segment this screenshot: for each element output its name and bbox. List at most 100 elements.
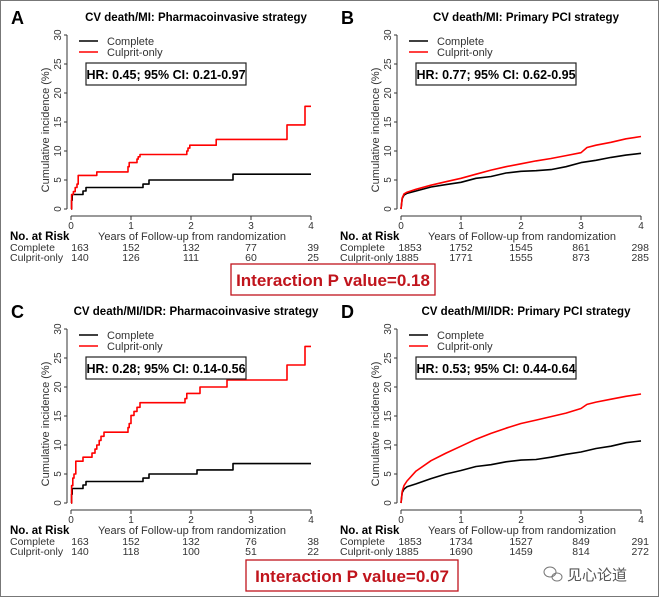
at-risk-value: 1752	[449, 242, 473, 254]
y-tick-label: 10	[383, 145, 394, 157]
at-risk-value: 1459	[509, 546, 533, 558]
at-risk-value: 51	[245, 546, 257, 558]
at-risk-value: 118	[123, 546, 140, 558]
at-risk-value: 1771	[449, 252, 473, 264]
series-line-culprit-only	[70, 345, 311, 504]
y-tick-label: 10	[53, 145, 64, 157]
at-risk-value: 1885	[395, 546, 419, 558]
at-risk-row-label: Complete	[10, 536, 55, 548]
at-risk-value: 100	[182, 546, 200, 558]
series-line-culprit-only	[400, 393, 642, 504]
y-tick-label: 15	[383, 410, 394, 422]
at-risk-header: No. at Risk	[340, 231, 400, 243]
hr-box	[85, 356, 247, 380]
at-risk-value: 25	[307, 252, 319, 264]
watermark: 见心论道	[543, 566, 627, 584]
at-risk-value: 861	[572, 242, 590, 254]
x-tick-label: 1	[458, 221, 464, 232]
x-axis-label: Years of Follow-up from randomization	[428, 525, 616, 537]
at-risk-row-label: Culprit-only	[340, 546, 394, 558]
interaction-p-value-1: Interaction P value=0.18	[236, 271, 430, 290]
at-risk-header: No. at Risk	[340, 525, 400, 537]
panel-letter: D	[341, 302, 354, 322]
hr-annotation: HR: 0.28; 95% CI: 0.14-0.56	[86, 362, 245, 376]
interaction-box-2-border	[245, 559, 459, 592]
panel-title: CV death/MI: Pharmacoinvasive strategy	[85, 12, 307, 24]
panel-letter: B	[341, 8, 354, 28]
legend-label: Culprit-only	[107, 341, 163, 353]
x-tick-label: 3	[578, 515, 584, 526]
at-risk-value: 1545	[509, 242, 533, 254]
series-line-culprit-only	[400, 135, 642, 210]
at-risk-value: 873	[572, 252, 590, 264]
legend-label: Complete	[107, 36, 154, 48]
at-risk-value: 132	[182, 242, 200, 254]
panel-title: CV death/MI/IDR: Pharmacoinvasive strate…	[74, 306, 319, 318]
series-line-complete	[70, 173, 311, 210]
hr-annotation: HR: 0.53; 95% CI: 0.44-0.64	[416, 362, 575, 376]
wechat-icon	[543, 566, 563, 582]
y-tick-label: 0	[383, 206, 394, 212]
x-tick-label: 0	[398, 515, 404, 526]
at-risk-value: 298	[631, 242, 649, 254]
at-risk-value: 814	[572, 546, 590, 558]
legend-label: Culprit-only	[437, 47, 493, 59]
at-risk-value: 1734	[449, 536, 473, 548]
hr-box	[415, 356, 577, 380]
panel-letter: C	[11, 302, 24, 322]
panel-letter: A	[11, 8, 24, 28]
hr-annotation: HR: 0.45; 95% CI: 0.21-0.97	[86, 68, 245, 82]
y-tick-label: 20	[53, 87, 64, 99]
y-tick-label: 20	[383, 87, 394, 99]
x-tick-label: 1	[128, 221, 134, 232]
y-tick-label: 30	[53, 323, 64, 335]
y-tick-label: 25	[53, 58, 64, 70]
at-risk-value: 272	[631, 546, 649, 558]
x-tick-label: 4	[308, 221, 314, 232]
y-tick-label: 0	[53, 206, 64, 212]
y-tick-label: 5	[383, 177, 394, 183]
x-axis-label: Years of Follow-up from randomization	[98, 231, 286, 243]
at-risk-value: 285	[631, 252, 649, 264]
at-risk-row-label: Complete	[10, 242, 55, 254]
x-tick-label: 3	[248, 515, 254, 526]
hr-annotation: HR: 0.77; 95% CI: 0.62-0.95	[416, 68, 575, 82]
series-line-culprit-only	[70, 105, 311, 210]
hr-box	[85, 62, 247, 86]
at-risk-value: 1885	[395, 252, 419, 264]
at-risk-row-label: Complete	[340, 536, 385, 548]
at-risk-value: 39	[307, 242, 319, 254]
series-line-complete	[400, 440, 642, 504]
y-tick-label: 30	[383, 323, 394, 335]
at-risk-value: 76	[245, 536, 257, 548]
y-tick-label: 30	[53, 29, 64, 41]
at-risk-value: 126	[122, 252, 140, 264]
at-risk-value: 38	[307, 536, 319, 548]
watermark-text: 见心论道	[567, 567, 627, 584]
at-risk-value: 77	[245, 242, 257, 254]
panel-a: A CV death/MI: Pharmacoinvasive strategy 0…	[10, 8, 319, 264]
x-tick-label: 4	[638, 515, 644, 526]
y-tick-label: 5	[53, 177, 64, 183]
y-tick-label: 25	[383, 58, 394, 70]
interaction-box-2: Interaction P value=0.07	[245, 559, 459, 592]
x-tick-label: 1	[128, 515, 134, 526]
y-tick-label: 15	[53, 116, 64, 128]
at-risk-value: 163	[71, 536, 89, 548]
at-risk-value: 60	[245, 252, 257, 264]
x-tick-label: 1	[458, 515, 464, 526]
at-risk-value: 291	[631, 536, 649, 548]
x-tick-label: 2	[188, 515, 194, 526]
y-tick-label: 15	[383, 116, 394, 128]
legend-label: Complete	[437, 36, 484, 48]
x-axis-label: Years of Follow-up from randomization	[428, 231, 616, 243]
legend-label: Culprit-only	[437, 341, 493, 353]
hr-box	[415, 62, 577, 86]
y-tick-label: 20	[53, 381, 64, 393]
panel-d: D CV death/MI/IDR: Primary PCI strategy 0 5…	[340, 302, 649, 558]
y-tick-label: 10	[53, 439, 64, 451]
x-tick-label: 0	[68, 515, 74, 526]
at-risk-header: No. at Risk	[10, 525, 70, 537]
at-risk-value: 1527	[509, 536, 533, 548]
